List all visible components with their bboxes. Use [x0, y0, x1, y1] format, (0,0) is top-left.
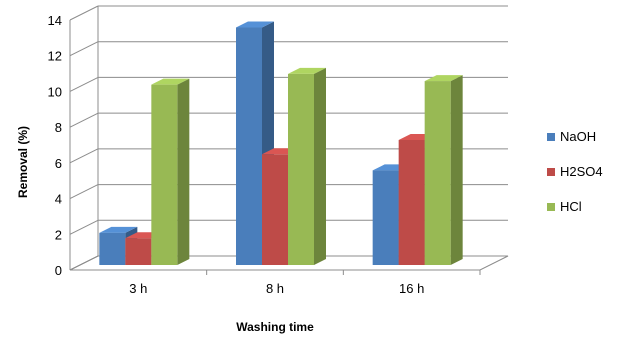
bar-hcl-0 [151, 78, 190, 266]
y-tick-label: 2 [55, 227, 62, 242]
y-tick-label: 12 [48, 49, 62, 64]
bar-front [262, 154, 288, 265]
x-tick-label: 8 h [266, 281, 284, 296]
bar-side [314, 67, 326, 265]
bar-front [236, 27, 262, 265]
y-tick-label: 10 [48, 84, 62, 99]
bar-top [424, 75, 463, 82]
bar-front [424, 81, 451, 265]
x-tick-label: 3 h [129, 281, 147, 296]
x-axis-title: Washing time [236, 320, 314, 334]
legend-swatch [547, 133, 555, 141]
bar-front [398, 140, 425, 265]
x-tick-label: 16 h [399, 281, 424, 296]
legend-label: H2SO4 [560, 164, 603, 179]
bar-top [236, 21, 274, 28]
bars [99, 21, 463, 266]
bar-top [151, 78, 190, 85]
gridline-side [69, 112, 99, 128]
legend: NaOH H2SO4 HCl [547, 129, 603, 214]
y-axis-title: Removal (%) [16, 126, 30, 198]
y-tick-label: 6 [55, 156, 62, 171]
y-tick-label: 4 [55, 192, 62, 207]
bar-hcl-2 [424, 75, 463, 265]
x-axis-ticks: 3 h 8 h 16 h [129, 270, 481, 296]
gridline-side [69, 219, 99, 235]
y-tick-label: 8 [55, 120, 62, 135]
y-axis-ticks: 0 2 4 6 8 10 12 14 [48, 13, 62, 278]
bar-front [372, 170, 399, 265]
gridline-side [69, 41, 99, 57]
bar-side [177, 78, 190, 266]
gridline-side [69, 148, 99, 164]
y-tick-label: 14 [48, 13, 62, 28]
gridline-side [69, 184, 99, 200]
bar-top [99, 226, 138, 233]
legend-label: NaOH [560, 129, 596, 144]
bar-front [288, 73, 314, 265]
legend-swatch [547, 168, 555, 176]
legend-swatch [547, 203, 555, 211]
bar-front [151, 84, 178, 266]
gridline-side [69, 5, 99, 21]
bar-front [125, 238, 152, 265]
bar-front [99, 232, 126, 265]
bar-top [288, 67, 326, 74]
bar-hcl-1 [288, 67, 326, 265]
bar-side [450, 75, 463, 265]
y-tick-label: 0 [55, 263, 62, 278]
legend-label: HCl [560, 199, 582, 214]
gridline-side [69, 76, 99, 92]
